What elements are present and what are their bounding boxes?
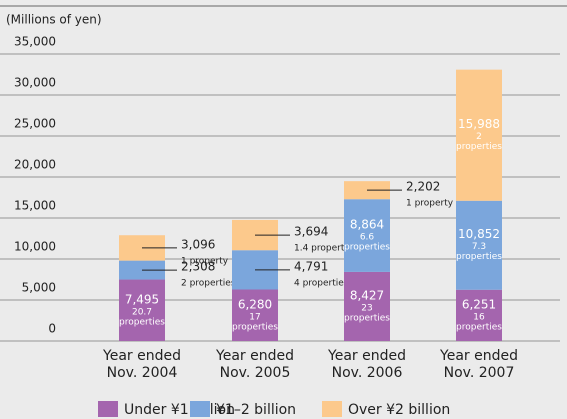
x-tick-label: Nov. 2006 bbox=[332, 365, 403, 381]
value-label: 2,202 bbox=[406, 180, 440, 194]
x-tick-label: Nov. 2005 bbox=[220, 365, 291, 381]
legend-label: Over ¥2 billion bbox=[348, 402, 450, 418]
property-label: 1 property bbox=[181, 256, 229, 266]
property-label: 16 bbox=[473, 312, 485, 322]
y-tick-label: 30,000 bbox=[14, 76, 56, 90]
property-label: properties bbox=[119, 317, 165, 327]
x-tick-label: Nov. 2007 bbox=[444, 365, 515, 381]
bar-segment bbox=[119, 279, 165, 341]
property-label: properties bbox=[456, 142, 502, 152]
legend-swatch bbox=[190, 401, 210, 417]
property-label: 1 property bbox=[406, 199, 454, 209]
property-label: 1.4 properties bbox=[294, 244, 357, 254]
x-tick-label: Year ended bbox=[439, 348, 518, 364]
value-label: 7,495 bbox=[125, 292, 159, 306]
property-label: 6.6 bbox=[360, 233, 375, 243]
x-tick-label: Year ended bbox=[102, 348, 181, 364]
value-label: 15,988 bbox=[458, 117, 500, 131]
property-label: 23 bbox=[361, 303, 372, 313]
property-label: 17 bbox=[249, 312, 260, 322]
legend-label: ¥1–2 billion bbox=[216, 402, 296, 418]
bar-segment bbox=[344, 199, 390, 272]
y-tick-label: 15,000 bbox=[14, 199, 56, 213]
axis-label: (Millions of yen) bbox=[6, 13, 102, 27]
property-label: properties bbox=[344, 313, 390, 323]
value-label: 10,852 bbox=[458, 227, 500, 241]
bar-segment bbox=[344, 271, 390, 341]
bar-segment bbox=[456, 200, 502, 290]
y-tick-label: 20,000 bbox=[14, 158, 56, 172]
value-label: 8,427 bbox=[350, 288, 384, 302]
x-tick-label: Nov. 2004 bbox=[107, 365, 178, 381]
property-label: 2 properties bbox=[181, 279, 236, 289]
x-tick-label: Year ended bbox=[215, 348, 294, 364]
property-label: properties bbox=[456, 252, 502, 262]
value-label: 4,791 bbox=[294, 259, 328, 273]
y-tick-label: 0 bbox=[48, 322, 56, 336]
value-label: 6,280 bbox=[238, 297, 272, 311]
y-tick-label: 35,000 bbox=[14, 35, 56, 49]
value-label: 6,251 bbox=[462, 297, 496, 311]
legend-swatch bbox=[322, 401, 342, 417]
property-label: 4 properties bbox=[294, 278, 349, 288]
property-label: properties bbox=[232, 322, 278, 332]
bar-segment bbox=[456, 69, 502, 201]
y-tick-label: 25,000 bbox=[14, 117, 56, 131]
value-label: 3,096 bbox=[181, 237, 215, 251]
value-label: 3,694 bbox=[294, 225, 328, 239]
property-label: 7.3 bbox=[472, 242, 486, 252]
x-tick-label: Year ended bbox=[327, 348, 406, 364]
legend-swatch bbox=[98, 401, 118, 417]
property-label: properties bbox=[456, 322, 502, 332]
property-label: 2 bbox=[476, 132, 482, 142]
value-label: 8,864 bbox=[350, 218, 384, 232]
y-tick-label: 10,000 bbox=[14, 240, 56, 254]
value-label: 2,308 bbox=[181, 260, 215, 274]
y-tick-label: 5,000 bbox=[22, 281, 56, 295]
bar-segment bbox=[456, 289, 502, 341]
bar-segment bbox=[232, 289, 278, 341]
property-label: 20.7 bbox=[132, 307, 152, 317]
property-label: properties bbox=[344, 243, 390, 253]
